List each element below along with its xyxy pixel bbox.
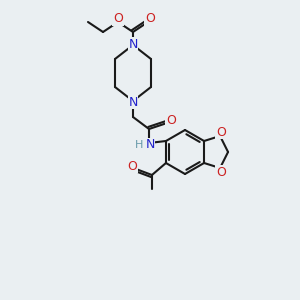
- Text: O: O: [145, 13, 155, 26]
- Text: O: O: [113, 13, 123, 26]
- Text: N: N: [128, 95, 138, 109]
- Text: N: N: [145, 139, 155, 152]
- Text: O: O: [166, 115, 176, 128]
- Text: N: N: [128, 38, 138, 50]
- Text: H: H: [135, 140, 143, 150]
- Text: O: O: [216, 125, 226, 139]
- Text: O: O: [216, 166, 226, 178]
- Text: O: O: [127, 160, 137, 172]
